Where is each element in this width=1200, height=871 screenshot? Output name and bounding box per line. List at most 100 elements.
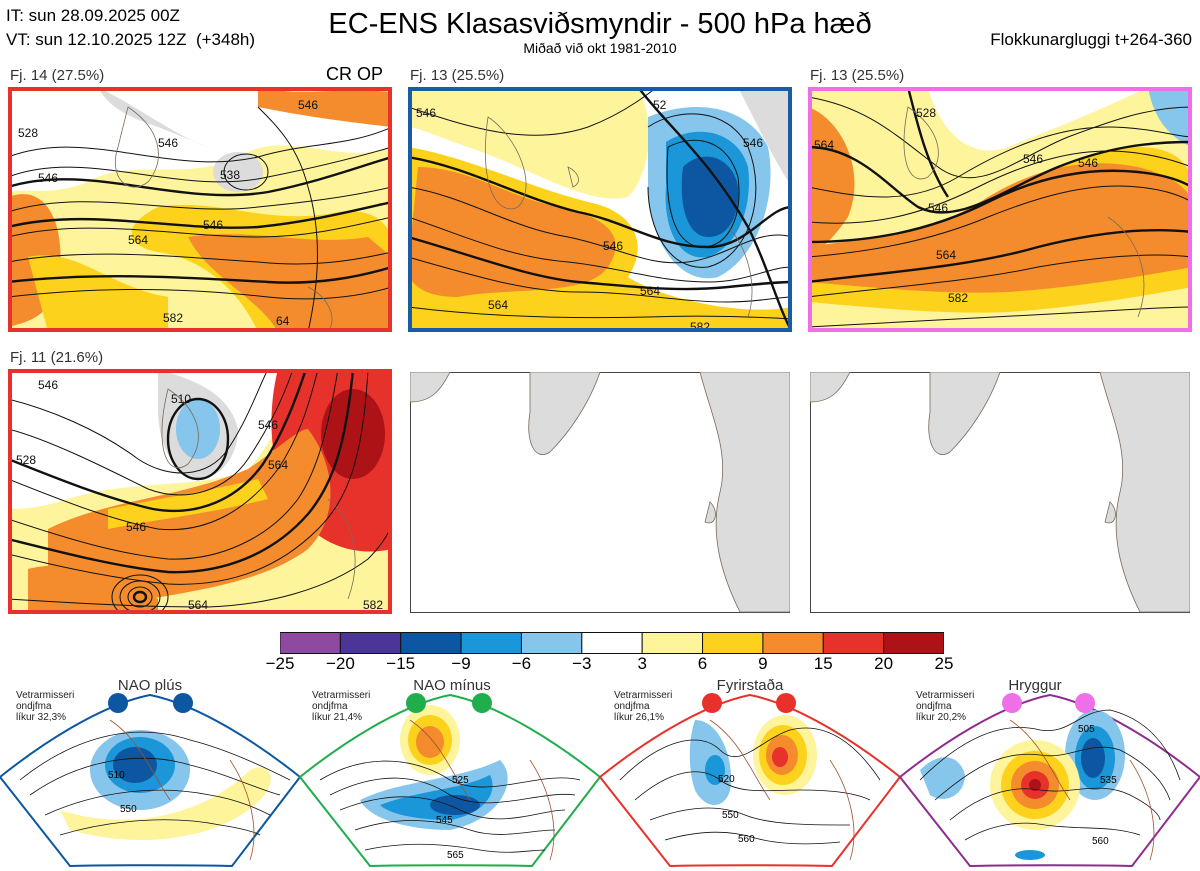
regime-3-note: Vetrarmisseri ondjfma líkur 26,1%: [614, 690, 673, 723]
regime-1-note: Vetrarmisseri ondjfma líkur 32,3%: [16, 690, 75, 723]
regime-1-title: NAO plús: [117, 677, 183, 694]
contour-label: 510: [171, 392, 191, 406]
contour-label: 546: [38, 171, 58, 185]
map-panel-6-empty: [810, 372, 1190, 613]
colorbar-segment: [883, 632, 944, 654]
colorbar-segment: [762, 632, 824, 654]
colorbar-tick-label: −25: [265, 654, 295, 673]
regime-2-note: Vetrarmisseri ondjfma líkur 21,4%: [312, 690, 371, 723]
regime-contour-label: 560: [738, 834, 755, 845]
regime-1-dot-left: [108, 693, 128, 713]
colorbar-tick-label: 6: [697, 654, 708, 673]
regime-1-dot-right: [173, 693, 193, 713]
colorbar-tick-label: 9: [758, 654, 768, 673]
panel-4-border: [8, 369, 392, 614]
map-panel-5-empty: [410, 372, 790, 613]
panel-1-badge: CR OP: [326, 64, 384, 84]
regime-contour-label: 545: [436, 815, 453, 826]
contour-label: 546: [603, 239, 623, 253]
contour-label: 546: [1023, 152, 1043, 166]
colorbar-segment: [641, 632, 704, 654]
colorbar-tick-label: −6: [511, 654, 532, 673]
contour-label: 546: [258, 418, 278, 432]
regime-contour-label: 520: [718, 774, 735, 785]
colorbar-tick-label: −15: [386, 654, 416, 673]
regime-contour-label: 510: [108, 770, 125, 781]
regime-contour-label: 560: [1092, 836, 1109, 847]
map-panel-2: 546 564 546 564 582 52 546: [408, 87, 792, 332]
contour-label: 546: [1078, 156, 1098, 170]
contour-label: 52: [653, 98, 667, 112]
page-subtitle: Miðað við okt 1981-2010: [523, 40, 677, 56]
contour-label: 546: [126, 520, 146, 534]
regime-2-dot-right: [472, 693, 492, 713]
regime-contour-label: 505: [1078, 724, 1095, 735]
contour-label: 582: [363, 598, 383, 612]
contour-label: 528: [16, 453, 36, 467]
header-info: IT: sun 28.09.2025 00Z VT: sun 12.10.202…: [6, 4, 255, 52]
contour-label: 546: [158, 136, 178, 150]
colorbar-tick-label: −9: [451, 654, 471, 673]
colorbar-segment: [400, 632, 462, 654]
contour-label: 528: [916, 106, 936, 120]
panel-1-border: [8, 87, 392, 332]
panel-3-label: Fj. 13 (25.5%): [810, 67, 905, 84]
contour-label: 546: [203, 218, 223, 232]
regime-4-dot-right: [1075, 693, 1095, 713]
regime-4-dot-left: [1002, 693, 1022, 713]
contour-label: 564: [188, 598, 208, 612]
contour-label: 64: [276, 314, 290, 328]
map-panel-1: 528 546 538 546 564 546 582 64 546: [8, 87, 392, 332]
colorbar: [280, 632, 944, 654]
regime-contour-label: 565: [447, 850, 464, 861]
regime-contour-label: 535: [1100, 775, 1117, 786]
colorbar-segment: [702, 632, 764, 654]
contour-label: 582: [948, 291, 968, 305]
regime-3-dot-right: [776, 693, 796, 713]
colorbar-tick-label: 25: [934, 654, 954, 673]
classification-window: Flokkunargluggi t+264-360: [990, 30, 1192, 49]
regime-4-title: Hryggur: [1008, 677, 1062, 694]
regime-3-dot-left: [702, 693, 722, 713]
contour-label: 546: [416, 106, 436, 120]
contour-label: 564: [936, 248, 956, 262]
contour-label: 564: [814, 138, 834, 152]
panel-2-border: [408, 87, 792, 332]
map-panel-3: 564 528 546 564 546 582 546: [808, 87, 1192, 332]
contour-label: 564: [128, 233, 148, 247]
panel-3-border: [808, 87, 1192, 332]
colorbar-segment: [822, 632, 885, 654]
colorbar-segment: [581, 632, 643, 654]
contour-label: 546: [38, 378, 58, 392]
colorbar-tick-label: 3: [637, 654, 647, 673]
contour-label: 538: [220, 168, 240, 182]
regime-dots: [108, 693, 1095, 713]
map-panel-4: 510 528 546 564 546 546 564 582: [8, 369, 392, 614]
page-title: EC-ENS Klasasviðsmyndir - 500 hPa hæð: [328, 8, 872, 40]
contour-label: 564: [640, 284, 660, 298]
panel-1-label: Fj. 14 (27.5%): [10, 67, 105, 84]
regime-contour-label: 525: [452, 775, 469, 786]
colorbar-tick-label: −3: [572, 654, 592, 673]
regime-maps: 510 550 525 545 565: [0, 693, 1200, 868]
regime-nao-plus-map: 510 550: [0, 693, 302, 868]
colorbar-segment: [520, 632, 583, 654]
valid-time: VT: sun 12.10.2025 12Z (+348h): [6, 30, 256, 49]
regime-3-title: Fyrirstaða: [716, 677, 784, 694]
regime-blocking-map: 520 550 560: [598, 693, 902, 868]
colorbar-tick-label: 15: [813, 654, 833, 673]
contour-label: 546: [743, 136, 763, 150]
regime-contour-label: 550: [120, 804, 137, 815]
regime-4-note: Vetrarmisseri ondjfma líkur 20,2%: [916, 690, 975, 723]
regime-2-title: NAO mínus: [413, 677, 491, 694]
contour-label: 546: [298, 98, 318, 112]
init-time: IT: sun 28.09.2025 00Z: [6, 6, 180, 25]
contour-label: 528: [18, 126, 38, 140]
contour-label: 564: [268, 458, 288, 472]
regime-nao-minus-map: 525 545 565: [298, 693, 602, 868]
panel-2-label: Fj. 13 (25.5%): [410, 67, 505, 84]
contour-label: 582: [163, 311, 183, 325]
regime-ridge-map: 505 535 560: [898, 693, 1200, 868]
colorbar-segment: [339, 632, 402, 654]
colorbar-tick-label: −20: [325, 654, 355, 673]
